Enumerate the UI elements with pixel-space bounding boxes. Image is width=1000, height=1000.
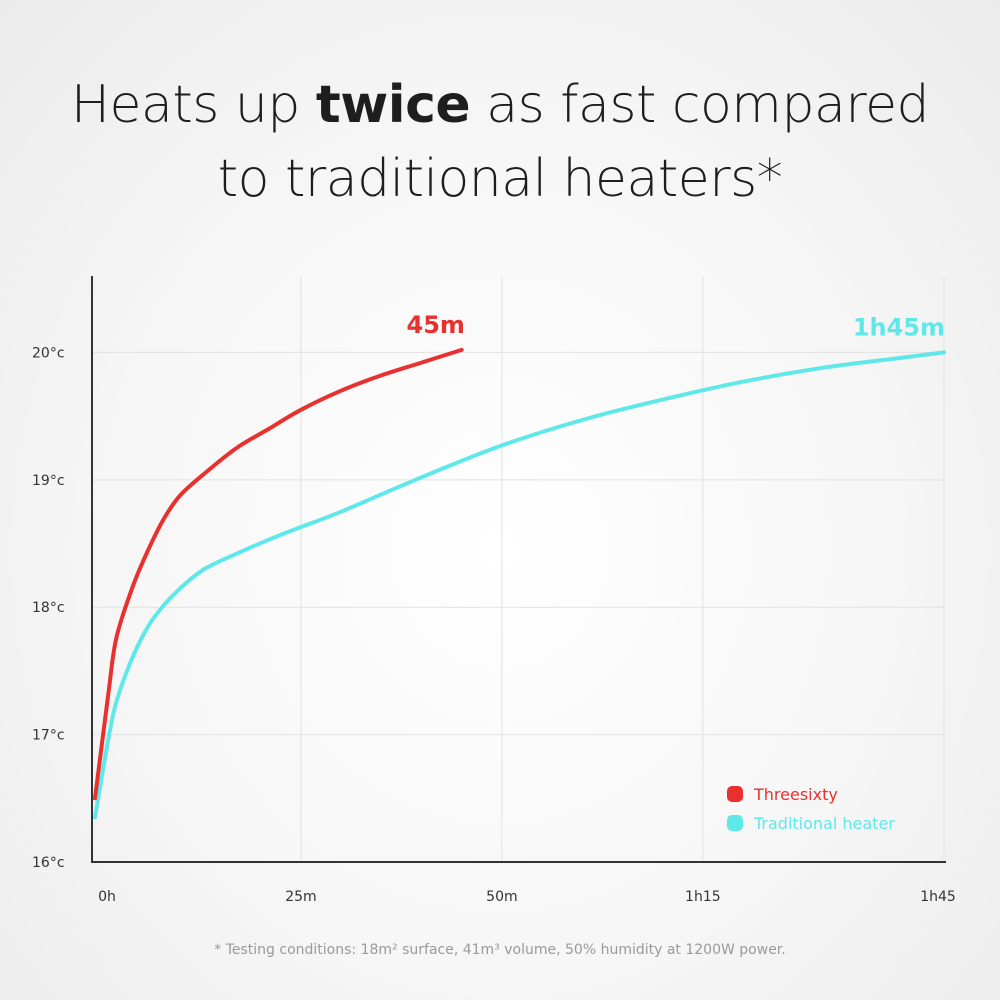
chart-title: Heats up twice as fast compared to tradi… (0, 68, 1000, 216)
legend: Threesixty Traditional heater (727, 785, 895, 833)
y-tick-label: 16°c (32, 855, 65, 871)
series-line-threesixty (93, 347, 464, 801)
end-label-traditional-heater: 1h45m (853, 313, 945, 341)
legend-swatch-threesixty (727, 786, 743, 802)
x-tick-label: 1h15 (685, 889, 721, 905)
x-tick-label: 50m (486, 889, 517, 905)
legend-label-traditional-heater: Traditional heater (753, 814, 895, 833)
x-tick-labels: 0h 25m 50m 1h15 1h45 (98, 889, 956, 905)
y-tick-labels: 16°c 17°c 18°c 19°c 20°c (32, 345, 65, 871)
title-emphasis: twice (315, 75, 471, 135)
legend-swatch-traditional-heater (727, 815, 743, 831)
axes (91, 276, 946, 863)
x-tick-label: 0h (98, 889, 116, 905)
title-part-1: Heats up (70, 75, 316, 135)
y-tick-label: 19°c (32, 473, 65, 489)
x-tick-label: 1h45 (920, 889, 956, 905)
x-tick-label: 25m (285, 889, 316, 905)
legend-label-threesixty: Threesixty (753, 785, 838, 804)
title-line-2: to traditional heaters* (217, 149, 783, 209)
footnote: * Testing conditions: 18m² surface, 41m³… (214, 942, 786, 958)
y-tick-label: 20°c (32, 345, 65, 361)
series-line-traditional-heater (93, 350, 946, 820)
y-tick-label: 17°c (32, 728, 65, 744)
end-labels: 45m 1h45m (407, 311, 945, 342)
grid-lines (92, 276, 945, 862)
title-line-1: Heats up twice as fast compared (0, 68, 1000, 142)
end-label-threesixty: 45m (407, 311, 465, 339)
title-part-2: as fast compared (470, 75, 930, 135)
series-lines (93, 347, 946, 820)
y-tick-label: 18°c (32, 600, 65, 616)
